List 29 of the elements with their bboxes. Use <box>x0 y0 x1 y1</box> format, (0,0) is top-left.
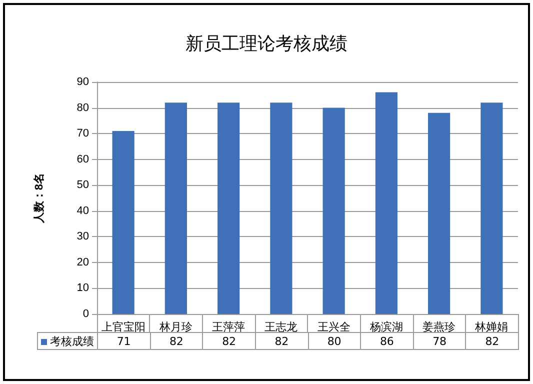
y-tick-label: 0 <box>82 308 89 320</box>
y-tick-label: 80 <box>76 102 89 114</box>
y-tick-label: 10 <box>76 282 89 294</box>
data-label: 82 <box>150 332 204 350</box>
x-tick-label: 王萍萍 <box>212 320 246 334</box>
data-label: 80 <box>308 332 362 350</box>
y-tick-label: 70 <box>76 128 89 140</box>
y-tick-label: 20 <box>76 256 89 268</box>
y-tick-label: 90 <box>76 76 89 88</box>
x-tick-label: 王兴全 <box>317 320 350 334</box>
data-label: 82 <box>465 332 519 350</box>
x-tick-label: 王志龙 <box>264 320 298 334</box>
x-tick-label: 杨滨湖 <box>368 320 403 334</box>
legend-label: 考核成绩 <box>37 332 98 350</box>
y-tick-label: 50 <box>76 179 89 192</box>
data-label: 86 <box>360 332 414 350</box>
data-label: 82 <box>202 332 256 350</box>
x-tick-label: 上官宝阳 <box>101 320 146 334</box>
y-axis-title: 人数：8名 <box>32 172 46 224</box>
x-tick-label: 林月珍 <box>158 320 192 334</box>
y-tick-label: 30 <box>76 230 89 243</box>
x-tick-label: 林婵娟 <box>474 320 508 334</box>
y-tick-label: 60 <box>76 153 89 166</box>
x-tick-label: 姜燕珍 <box>422 320 456 334</box>
y-tick-label: 40 <box>76 204 89 217</box>
data-label: 82 <box>254 332 308 350</box>
data-label: 78 <box>412 332 466 350</box>
chart-title: 新员工理论考核成绩 <box>186 34 348 54</box>
data-label: 71 <box>97 332 151 350</box>
